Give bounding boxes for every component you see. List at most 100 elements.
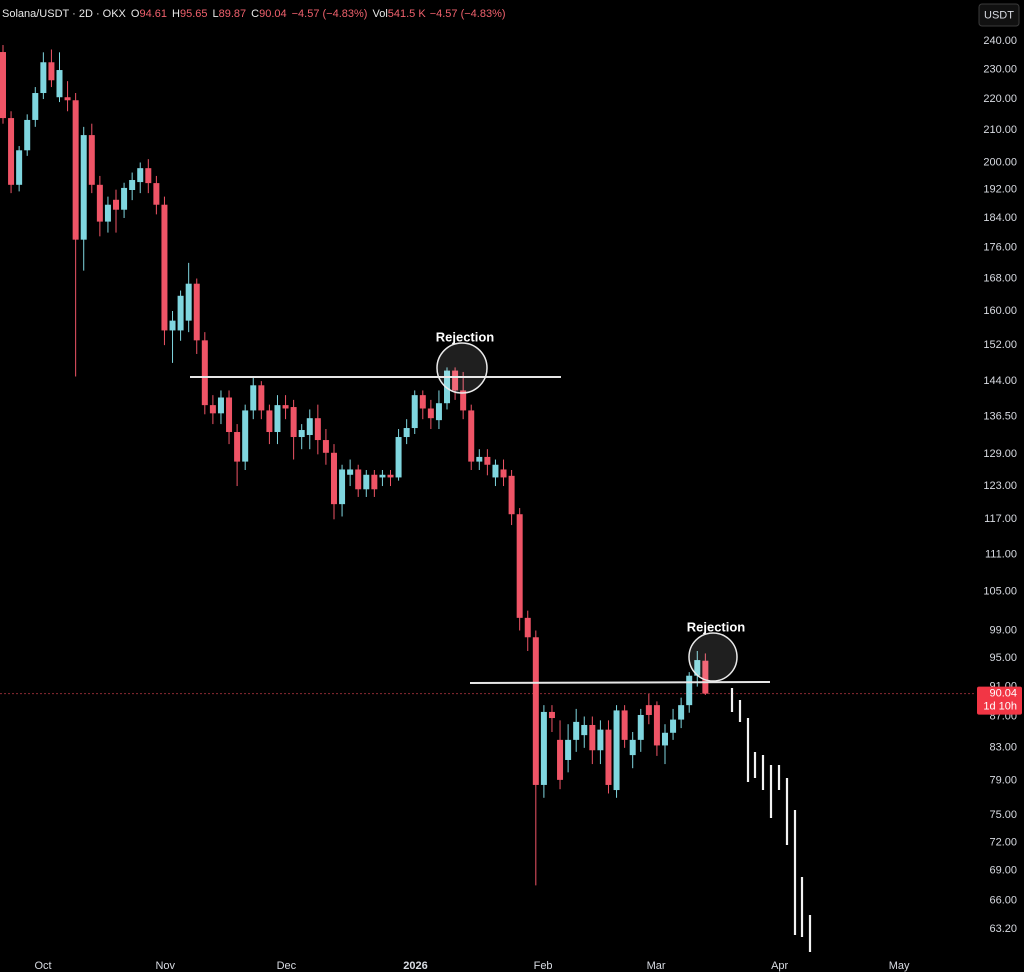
candle-body xyxy=(347,469,354,475)
candle-body xyxy=(266,410,273,433)
y-tick-label: 117.00 xyxy=(984,513,1017,525)
candle-body xyxy=(217,397,224,414)
y-tick-label: 79.00 xyxy=(989,775,1017,787)
candle-body xyxy=(282,405,289,409)
candle-body xyxy=(185,283,192,321)
x-tick-label: Apr xyxy=(771,960,788,972)
candle-body xyxy=(427,408,434,419)
candle-body xyxy=(460,390,467,411)
candle-body xyxy=(72,100,79,240)
candle-body xyxy=(129,180,136,190)
y-tick-label: 168.00 xyxy=(983,272,1017,284)
candle-body xyxy=(88,135,95,185)
candle-body xyxy=(96,184,103,222)
ohlc-value: 89.87 xyxy=(219,8,247,20)
candle-body xyxy=(306,418,313,436)
candle-body xyxy=(702,660,709,694)
ohlc-label: O xyxy=(131,8,140,20)
candle-body xyxy=(226,397,233,433)
ohlc-label: C xyxy=(251,8,259,20)
candle-body xyxy=(508,475,515,515)
candle-body xyxy=(670,719,677,733)
candle-body xyxy=(290,407,297,438)
header: Solana/USDT · 2D · OKX O94.61 H95.65 L89.87… xyxy=(2,8,506,20)
volume: 541.5 K xyxy=(388,8,427,20)
candle-body xyxy=(645,705,652,715)
candle-body xyxy=(419,395,426,409)
currency-label[interactable]: USDT xyxy=(984,9,1014,21)
ohlc-label: H xyxy=(172,8,180,20)
candle-body xyxy=(209,405,216,414)
x-tick-label: Oct xyxy=(34,960,51,972)
x-tick-label: May xyxy=(889,960,910,972)
y-tick-label: 123.00 xyxy=(983,480,1017,492)
candle-body xyxy=(48,62,55,81)
y-tick-label: 220.00 xyxy=(983,93,1017,105)
y-tick-label: 99.00 xyxy=(989,624,1017,636)
y-tick-label: 160.00 xyxy=(983,305,1017,317)
annotation-text: Rejection xyxy=(436,329,495,344)
x-tick-label: Dec xyxy=(277,960,297,972)
candle-body xyxy=(613,710,620,791)
ohlc-value: 94.61 xyxy=(139,8,167,20)
currency-button[interactable] xyxy=(978,3,1020,27)
candle-body xyxy=(250,385,257,411)
price-label: 90.04 xyxy=(989,688,1017,700)
axes: 240.00 230.00 220.00 210.00 200.00 192.00 184.… xyxy=(34,35,1022,972)
candle-body xyxy=(330,452,337,505)
rejection-circle xyxy=(688,632,738,682)
candle-body xyxy=(605,729,612,785)
y-tick-label: 240.00 xyxy=(983,35,1017,47)
candle-body xyxy=(234,432,241,462)
y-tick-label: 111.00 xyxy=(985,548,1017,560)
y-tick-label: 144.00 xyxy=(983,375,1017,387)
y-tick-label: 105.00 xyxy=(983,585,1017,597)
candle-body xyxy=(686,675,693,706)
candle-body xyxy=(532,637,539,785)
candle-body xyxy=(161,204,168,331)
plot xyxy=(0,45,975,886)
y-tick-label: 83.00 xyxy=(989,742,1017,754)
y-tick-label: 230.00 xyxy=(983,63,1017,75)
x-tick-label: Nov xyxy=(155,960,175,972)
candle-body xyxy=(476,456,483,462)
candle-body xyxy=(516,514,523,618)
change: −4.57 (−4.83%) xyxy=(292,8,368,20)
candle-body xyxy=(0,52,6,119)
candle-body xyxy=(145,168,152,184)
candle-body xyxy=(298,430,305,438)
candle-body xyxy=(395,437,402,478)
candle-body xyxy=(653,705,660,746)
candle-body xyxy=(565,739,572,760)
resistance-line xyxy=(469,681,771,684)
candle-body xyxy=(678,705,685,720)
countdown-label: 1d 10h xyxy=(983,701,1017,713)
y-tick-label: 72.00 xyxy=(989,836,1017,848)
candle-body xyxy=(621,710,628,740)
candle-body xyxy=(32,93,39,120)
candle-body xyxy=(573,721,580,740)
candle-body xyxy=(40,62,47,94)
x-tick-label: 2026 xyxy=(403,960,427,972)
candle-body xyxy=(258,385,265,411)
candle-body xyxy=(444,370,451,404)
candle-body xyxy=(524,617,531,638)
symbol: Solana/USDT · 2D · OKX xyxy=(2,8,127,20)
y-tick-label: 184.00 xyxy=(983,212,1017,224)
y-tick-label: 152.00 xyxy=(983,339,1017,351)
candle-body xyxy=(403,428,410,438)
candle-body xyxy=(629,739,636,756)
y-tick-label: 95.00 xyxy=(989,652,1017,664)
price-label-box xyxy=(977,686,1022,715)
candle-body xyxy=(80,135,87,240)
y-tick-label: 66.00 xyxy=(989,894,1017,906)
candle-body xyxy=(153,183,160,205)
candle-body xyxy=(274,405,281,433)
candle-body xyxy=(314,418,321,441)
candle-body xyxy=(557,739,564,780)
y-tick-label: 63.20 xyxy=(989,923,1017,935)
candle-body xyxy=(661,732,668,746)
candle-body xyxy=(363,474,370,490)
candle-body xyxy=(548,711,555,719)
